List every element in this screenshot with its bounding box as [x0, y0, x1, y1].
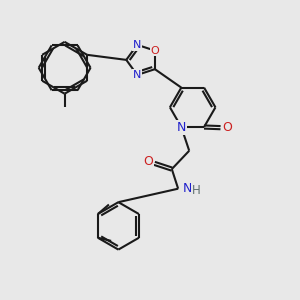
Text: O: O — [143, 155, 153, 168]
Text: O: O — [151, 46, 159, 56]
Text: N: N — [177, 121, 186, 134]
Text: H: H — [192, 184, 201, 197]
Text: N: N — [133, 40, 141, 50]
Text: O: O — [222, 121, 232, 134]
Text: N: N — [133, 70, 141, 80]
Text: N: N — [182, 182, 192, 195]
